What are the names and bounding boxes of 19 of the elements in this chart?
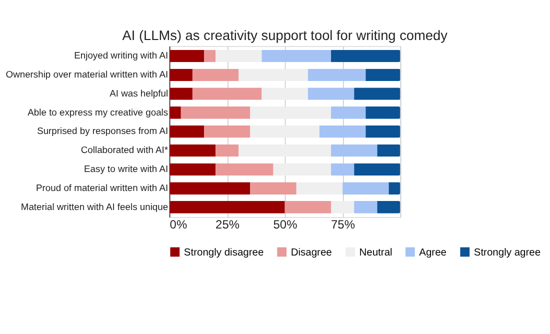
legend-label: Strongly disagree	[184, 247, 264, 258]
y-tick-label: Material written with AI feels unique	[20, 200, 168, 212]
legend-label: Agree	[419, 247, 447, 258]
legend-label: Neutral	[359, 247, 392, 258]
x-tick-label: 50%	[273, 218, 298, 232]
x-tick-label: 0%	[170, 218, 188, 232]
chart-title: AI (LLMs) as creativity support tool for writing comedy	[122, 28, 448, 44]
y-tick-label: Easy to write with AI	[84, 162, 168, 174]
y-tick-label: Collaborated with AI*	[80, 144, 168, 156]
y-tick-label: AI was helpful	[110, 87, 168, 98]
y-tick-label: Able to express my creative goals	[28, 106, 168, 118]
y-tick-label: Ownership over material written with AI	[6, 68, 168, 80]
x-tick-label: 75%	[331, 218, 356, 232]
y-tick-label: Proud of material written with AI	[36, 182, 168, 193]
x-tick-label: 25%	[216, 218, 240, 232]
legend-label: Strongly agree	[474, 247, 541, 258]
legend-label: Disagree	[290, 247, 332, 258]
y-tick-label: Surprised by responses from AI	[37, 125, 168, 136]
y-tick-label: Enjoyed writing with AI	[74, 50, 168, 61]
